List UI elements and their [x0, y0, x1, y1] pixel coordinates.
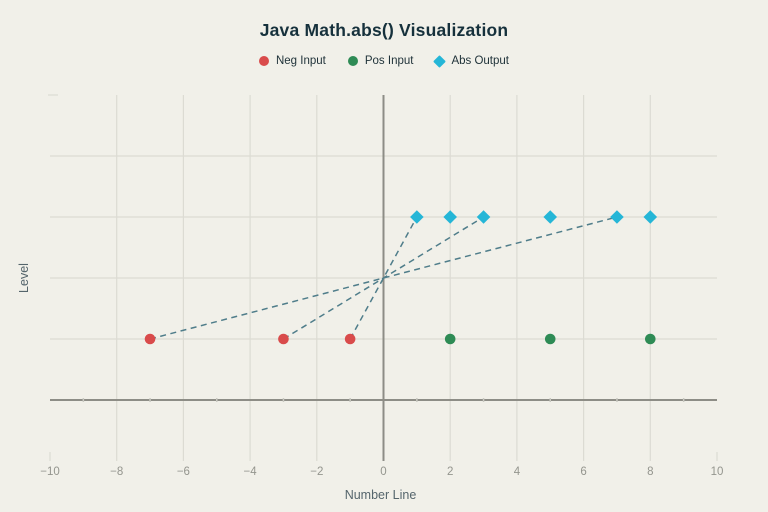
data-point-abs-output[interactable] [476, 210, 491, 224]
chart-legend: Neg Input Pos Input Abs Output [0, 54, 768, 68]
abs-mapping-connector [283, 216, 484, 340]
x-tick-label: 2 [447, 466, 453, 478]
data-point-abs-output[interactable] [643, 210, 658, 224]
neg-input-marker-icon [258, 56, 269, 66]
data-point-abs-output[interactable] [410, 210, 424, 224]
x-tick-label: −8 [110, 466, 123, 478]
legend-item-pos-input[interactable]: Pos Input [347, 55, 414, 67]
x-tick-label: 10 [711, 466, 724, 478]
legend-item-abs-output[interactable]: Abs Output [433, 54, 509, 68]
pos-input-marker-icon [347, 56, 358, 66]
x-tick-label: 0 [380, 466, 386, 478]
x-tick-label: 4 [514, 466, 521, 478]
data-point-pos-input[interactable] [544, 333, 556, 345]
legend-label-pos-input: Pos Input [364, 55, 414, 67]
abs-mapping-connector [349, 216, 418, 340]
data-point-abs-output[interactable] [443, 210, 457, 224]
data-point-neg-input[interactable] [278, 333, 289, 345]
x-tick-label: −2 [310, 466, 323, 478]
data-point-pos-input[interactable] [645, 333, 656, 345]
legend-label-neg-input: Neg Input [275, 55, 326, 67]
x-tick-label: −6 [177, 466, 190, 478]
data-point-pos-input[interactable] [444, 333, 456, 345]
x-axis-title: Number Line [345, 488, 417, 502]
data-point-neg-input[interactable] [344, 333, 356, 345]
data-point-neg-input[interactable] [144, 333, 156, 345]
legend-label-abs-output: Abs Output [451, 55, 509, 67]
abs-output-marker-icon [433, 54, 447, 68]
y-axis-title: Level [17, 263, 31, 293]
legend-item-neg-input[interactable]: Neg Input [258, 55, 326, 67]
data-point-abs-output[interactable] [610, 210, 624, 224]
x-tick-label: 6 [580, 466, 586, 478]
x-tick-label: −4 [244, 466, 258, 478]
data-point-abs-output[interactable] [543, 210, 558, 224]
abs-mapping-connector [149, 216, 618, 340]
x-tick-label: 8 [647, 466, 653, 478]
x-tick-label: −10 [40, 466, 60, 478]
chart-title: Java Math.abs() Visualization [259, 20, 509, 40]
